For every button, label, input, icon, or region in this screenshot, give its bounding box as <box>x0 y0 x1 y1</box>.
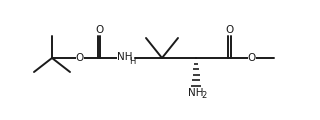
Text: O: O <box>76 53 84 63</box>
Text: NH: NH <box>188 88 204 98</box>
Text: O: O <box>248 53 256 63</box>
Text: 2: 2 <box>201 91 207 101</box>
Text: H: H <box>129 57 135 66</box>
Text: O: O <box>95 25 103 35</box>
Text: NH: NH <box>117 52 133 62</box>
Text: O: O <box>225 25 233 35</box>
